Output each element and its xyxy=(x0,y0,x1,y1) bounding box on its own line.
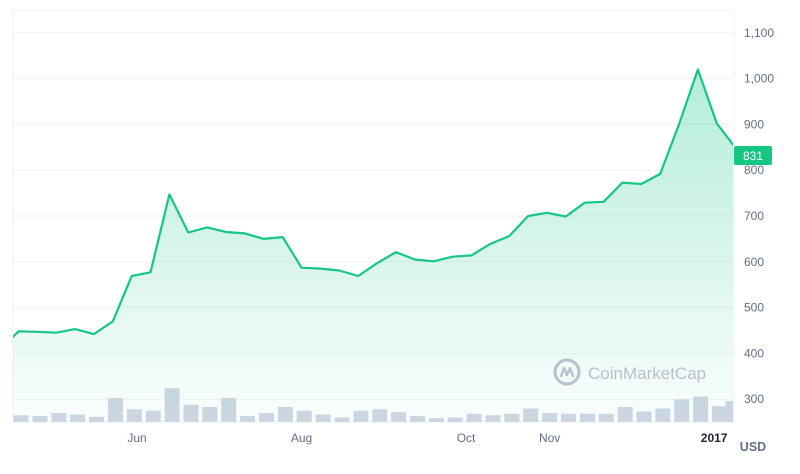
watermark-text: CoinMarketCap xyxy=(588,364,706,383)
x-tick-label: Aug xyxy=(291,431,312,445)
price-area xyxy=(13,69,733,422)
y-tick-label: 900 xyxy=(744,117,764,131)
price-area-fill xyxy=(13,69,733,422)
price-badge-background xyxy=(734,146,772,165)
y-tick-label: 500 xyxy=(744,301,764,315)
last-price-value: 831 xyxy=(743,149,763,163)
last-price-badge: 831 xyxy=(734,146,772,165)
x-tick-label: Oct xyxy=(457,431,476,445)
x-tick-label: Nov xyxy=(539,431,560,445)
price-line xyxy=(13,68,733,338)
x-axis: Jun Aug Oct Nov 2017 xyxy=(127,431,727,445)
y-tick-label: 400 xyxy=(744,346,764,360)
y-tick-label: 700 xyxy=(744,209,764,223)
y-tick-label: 1,000 xyxy=(744,72,774,86)
y-tick-label: 1,100 xyxy=(744,26,774,40)
coinmarketcap-logo-icon xyxy=(553,358,581,386)
price-line-layer xyxy=(13,68,733,338)
x-tick-label: Jun xyxy=(127,431,146,445)
watermark: CoinMarketCap xyxy=(553,358,706,386)
y-axis: 1,100 1,000 900 800 700 600 500 400 300 xyxy=(744,26,774,406)
currency-label: USD xyxy=(740,440,766,454)
y-tick-label: 600 xyxy=(744,255,764,269)
x-tick-label: 2017 xyxy=(701,431,728,445)
y-tick-label: 800 xyxy=(744,163,764,177)
y-tick-label: 300 xyxy=(744,392,764,406)
